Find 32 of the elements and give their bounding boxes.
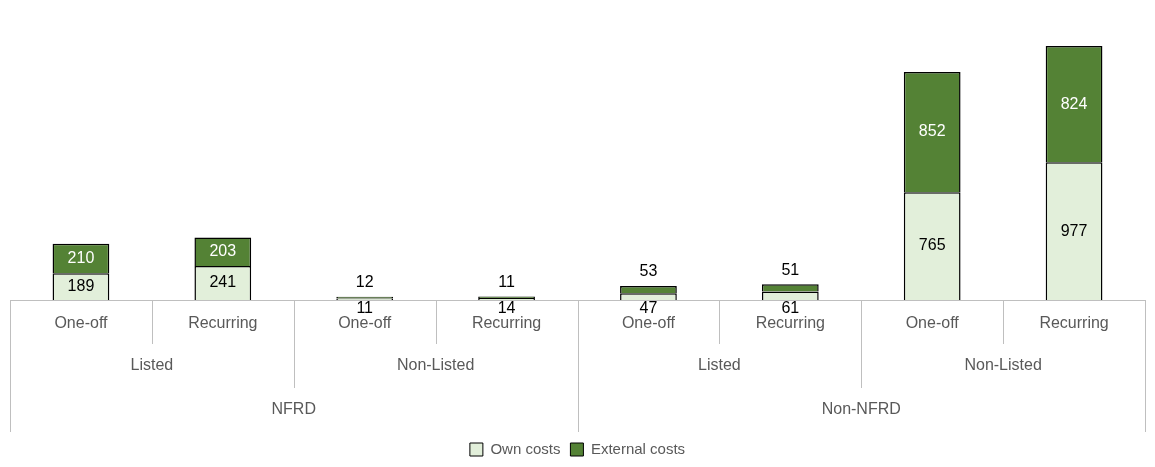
data-label: 61 bbox=[781, 299, 800, 317]
data-label: 11 bbox=[356, 299, 374, 317]
x-tick-label: Recurring bbox=[755, 314, 825, 332]
x-tick-label: Recurring bbox=[1039, 314, 1109, 332]
data-label: 210 bbox=[67, 248, 95, 266]
text: Listed bbox=[130, 356, 174, 374]
data-label: 241 bbox=[209, 273, 237, 291]
x-tick-label: One-off bbox=[338, 314, 392, 332]
data-label: 53 bbox=[639, 262, 658, 280]
x-tick-label: Recurring bbox=[471, 314, 542, 332]
x-tick-label: One-off bbox=[905, 314, 960, 332]
text: Listed bbox=[698, 356, 741, 374]
data-label: 765 bbox=[918, 236, 946, 254]
data-label: 14 bbox=[497, 299, 516, 317]
x-tick-label: One-off bbox=[621, 314, 676, 332]
text: NFRD bbox=[271, 400, 316, 418]
data-label: 852 bbox=[918, 122, 946, 140]
data-label: 12 bbox=[355, 273, 374, 291]
data-label: 11 bbox=[498, 272, 515, 290]
data-label: 203 bbox=[209, 242, 237, 260]
x-tick-label: Recurring bbox=[188, 314, 258, 332]
text: Non-NFRD bbox=[821, 400, 901, 418]
text: Non-Listed bbox=[964, 356, 1042, 374]
data-label: 824 bbox=[1060, 94, 1088, 112]
data-label: 47 bbox=[639, 299, 658, 317]
data-label: 51 bbox=[781, 260, 800, 278]
legend-label: Own costs bbox=[490, 439, 561, 457]
x-tick-label: One-off bbox=[54, 314, 109, 332]
legend-label: External costs bbox=[590, 439, 686, 457]
data-label: 977 bbox=[1060, 221, 1088, 239]
text: Non-Listed bbox=[396, 356, 475, 374]
data-label: 189 bbox=[67, 277, 95, 295]
